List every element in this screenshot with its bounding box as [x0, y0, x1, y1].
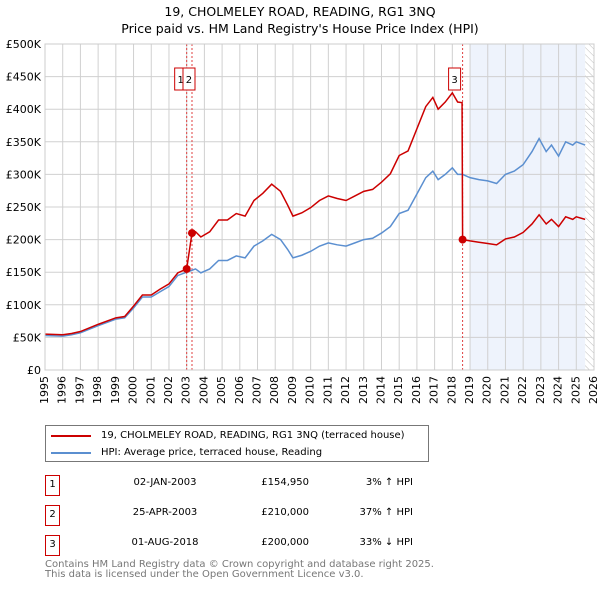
y-tick-label: £300K: [6, 168, 42, 181]
y-tick-label: £150K: [6, 266, 42, 279]
sale-hpi: 37% ↑ HPI: [359, 507, 413, 518]
y-tick-label: £50K: [13, 331, 42, 344]
x-tick-label: 2021: [498, 376, 511, 404]
sale-hpi: 33% ↓ HPI: [359, 537, 413, 548]
x-tick-label: 2006: [233, 376, 246, 404]
x-tick-label: 2005: [215, 376, 228, 404]
y-tick-label: £200K: [6, 234, 42, 247]
sale-price: £200,000: [261, 537, 309, 548]
sale-label: 1: [177, 75, 183, 86]
legend: 19, CHOLMELEY ROAD, READING, RG1 3NQ (te…: [45, 425, 429, 462]
sale-row: 3 01-AUG-2018 £200,000 33% ↓ HPI: [45, 535, 445, 556]
x-tick-label: 2011: [321, 376, 334, 404]
sale-point: [458, 235, 467, 244]
sale-marker: 1: [45, 475, 60, 496]
x-tick-label: 2018: [445, 376, 458, 404]
sale-label-box: [448, 67, 462, 91]
x-tick-label: 2024: [552, 376, 565, 404]
subtitle: Price paid vs. HM Land Registry's House …: [121, 21, 479, 36]
y-tick-label: £100K: [6, 299, 42, 312]
x-tick-label: 2001: [144, 376, 157, 404]
sale-label: 3: [451, 75, 457, 86]
price-line: [44, 91, 586, 336]
x-tick-label: 2015: [392, 376, 405, 404]
chart-title: 19, CHOLMELEY ROAD, READING, RG1 3NQ Pri…: [0, 3, 600, 37]
sale-marker: 2: [45, 505, 60, 526]
x-tick-label: 2020: [481, 376, 494, 404]
x-tick-label: 1999: [109, 376, 122, 404]
y-tick-label: £250K: [6, 201, 42, 214]
sale-price: £154,950: [261, 477, 309, 488]
x-tick-label: 2012: [339, 376, 352, 404]
sale-price: £210,000: [261, 507, 309, 518]
footer-licence: This data is licensed under the Open Gov…: [45, 569, 364, 580]
y-tick-label: £400K: [6, 103, 42, 116]
x-tick-label: 2004: [197, 376, 210, 404]
y-tick-label: £0: [27, 364, 41, 377]
x-tick-label: 2022: [516, 376, 529, 404]
legend-property: 19, CHOLMELEY ROAD, READING, RG1 3NQ (te…: [101, 430, 405, 441]
x-tick-label: 2023: [534, 376, 547, 404]
sale-row: 2 25-APR-2003 £210,000 37% ↑ HPI: [45, 505, 445, 526]
x-tick-label: 2003: [180, 376, 193, 404]
hpi-line: [44, 136, 586, 337]
sale-date: 02-JAN-2003: [133, 477, 197, 488]
x-tick-label: 2026: [587, 376, 600, 404]
x-tick-label: 2019: [463, 376, 476, 404]
x-tick-label: 2007: [251, 376, 264, 404]
x-tick-label: 2013: [357, 376, 370, 404]
title: 19, CHOLMELEY ROAD, READING, RG1 3NQ: [164, 4, 436, 19]
y-tick-label: £350K: [6, 136, 42, 149]
sale-date: 25-APR-2003: [132, 507, 198, 518]
x-tick-label: 2008: [268, 376, 281, 404]
x-tick-label: 1996: [56, 376, 69, 404]
x-tick-label: 2010: [304, 376, 317, 404]
sale-point: [182, 264, 191, 273]
footer: Contains HM Land Registry data © Crown c…: [45, 560, 434, 580]
sale-date: 01-AUG-2018: [131, 537, 199, 548]
x-tick-label: 2009: [286, 376, 299, 404]
x-tick-label: 2017: [428, 376, 441, 404]
sale-point: [187, 229, 196, 238]
x-tick-label: 2016: [410, 376, 423, 404]
y-tick-label: £500K: [6, 38, 42, 51]
sale-marker: 3: [45, 535, 60, 556]
x-tick-label: 2002: [162, 376, 175, 404]
sale-row: 1 02-JAN-2003 £154,950 3% ↑ HPI: [45, 475, 445, 496]
sale-label: 2: [186, 75, 192, 86]
x-tick-label: 2014: [374, 376, 387, 404]
y-tick-label: £450K: [6, 71, 42, 84]
x-tick-label: 1995: [38, 376, 51, 404]
x-tick-label: 2025: [569, 376, 582, 404]
sale-label-box: [182, 67, 196, 91]
plot-border: [44, 43, 595, 371]
sale-hpi: 3% ↑ HPI: [365, 477, 413, 488]
x-tick-label: 1998: [91, 376, 104, 404]
legend-hpi: HPI: Average price, terraced house, Read…: [101, 447, 323, 458]
footer-copyright: Contains HM Land Registry data © Crown c…: [45, 559, 434, 570]
x-tick-label: 1997: [73, 376, 86, 404]
legend-red-line: [51, 434, 91, 437]
price-chart: 1995 1996 1997 1998 1999 2000 2001 2002 2003 2004…: [6, 38, 600, 404]
x-tick-label: 2000: [127, 376, 140, 404]
legend-blue-line: [51, 451, 91, 454]
